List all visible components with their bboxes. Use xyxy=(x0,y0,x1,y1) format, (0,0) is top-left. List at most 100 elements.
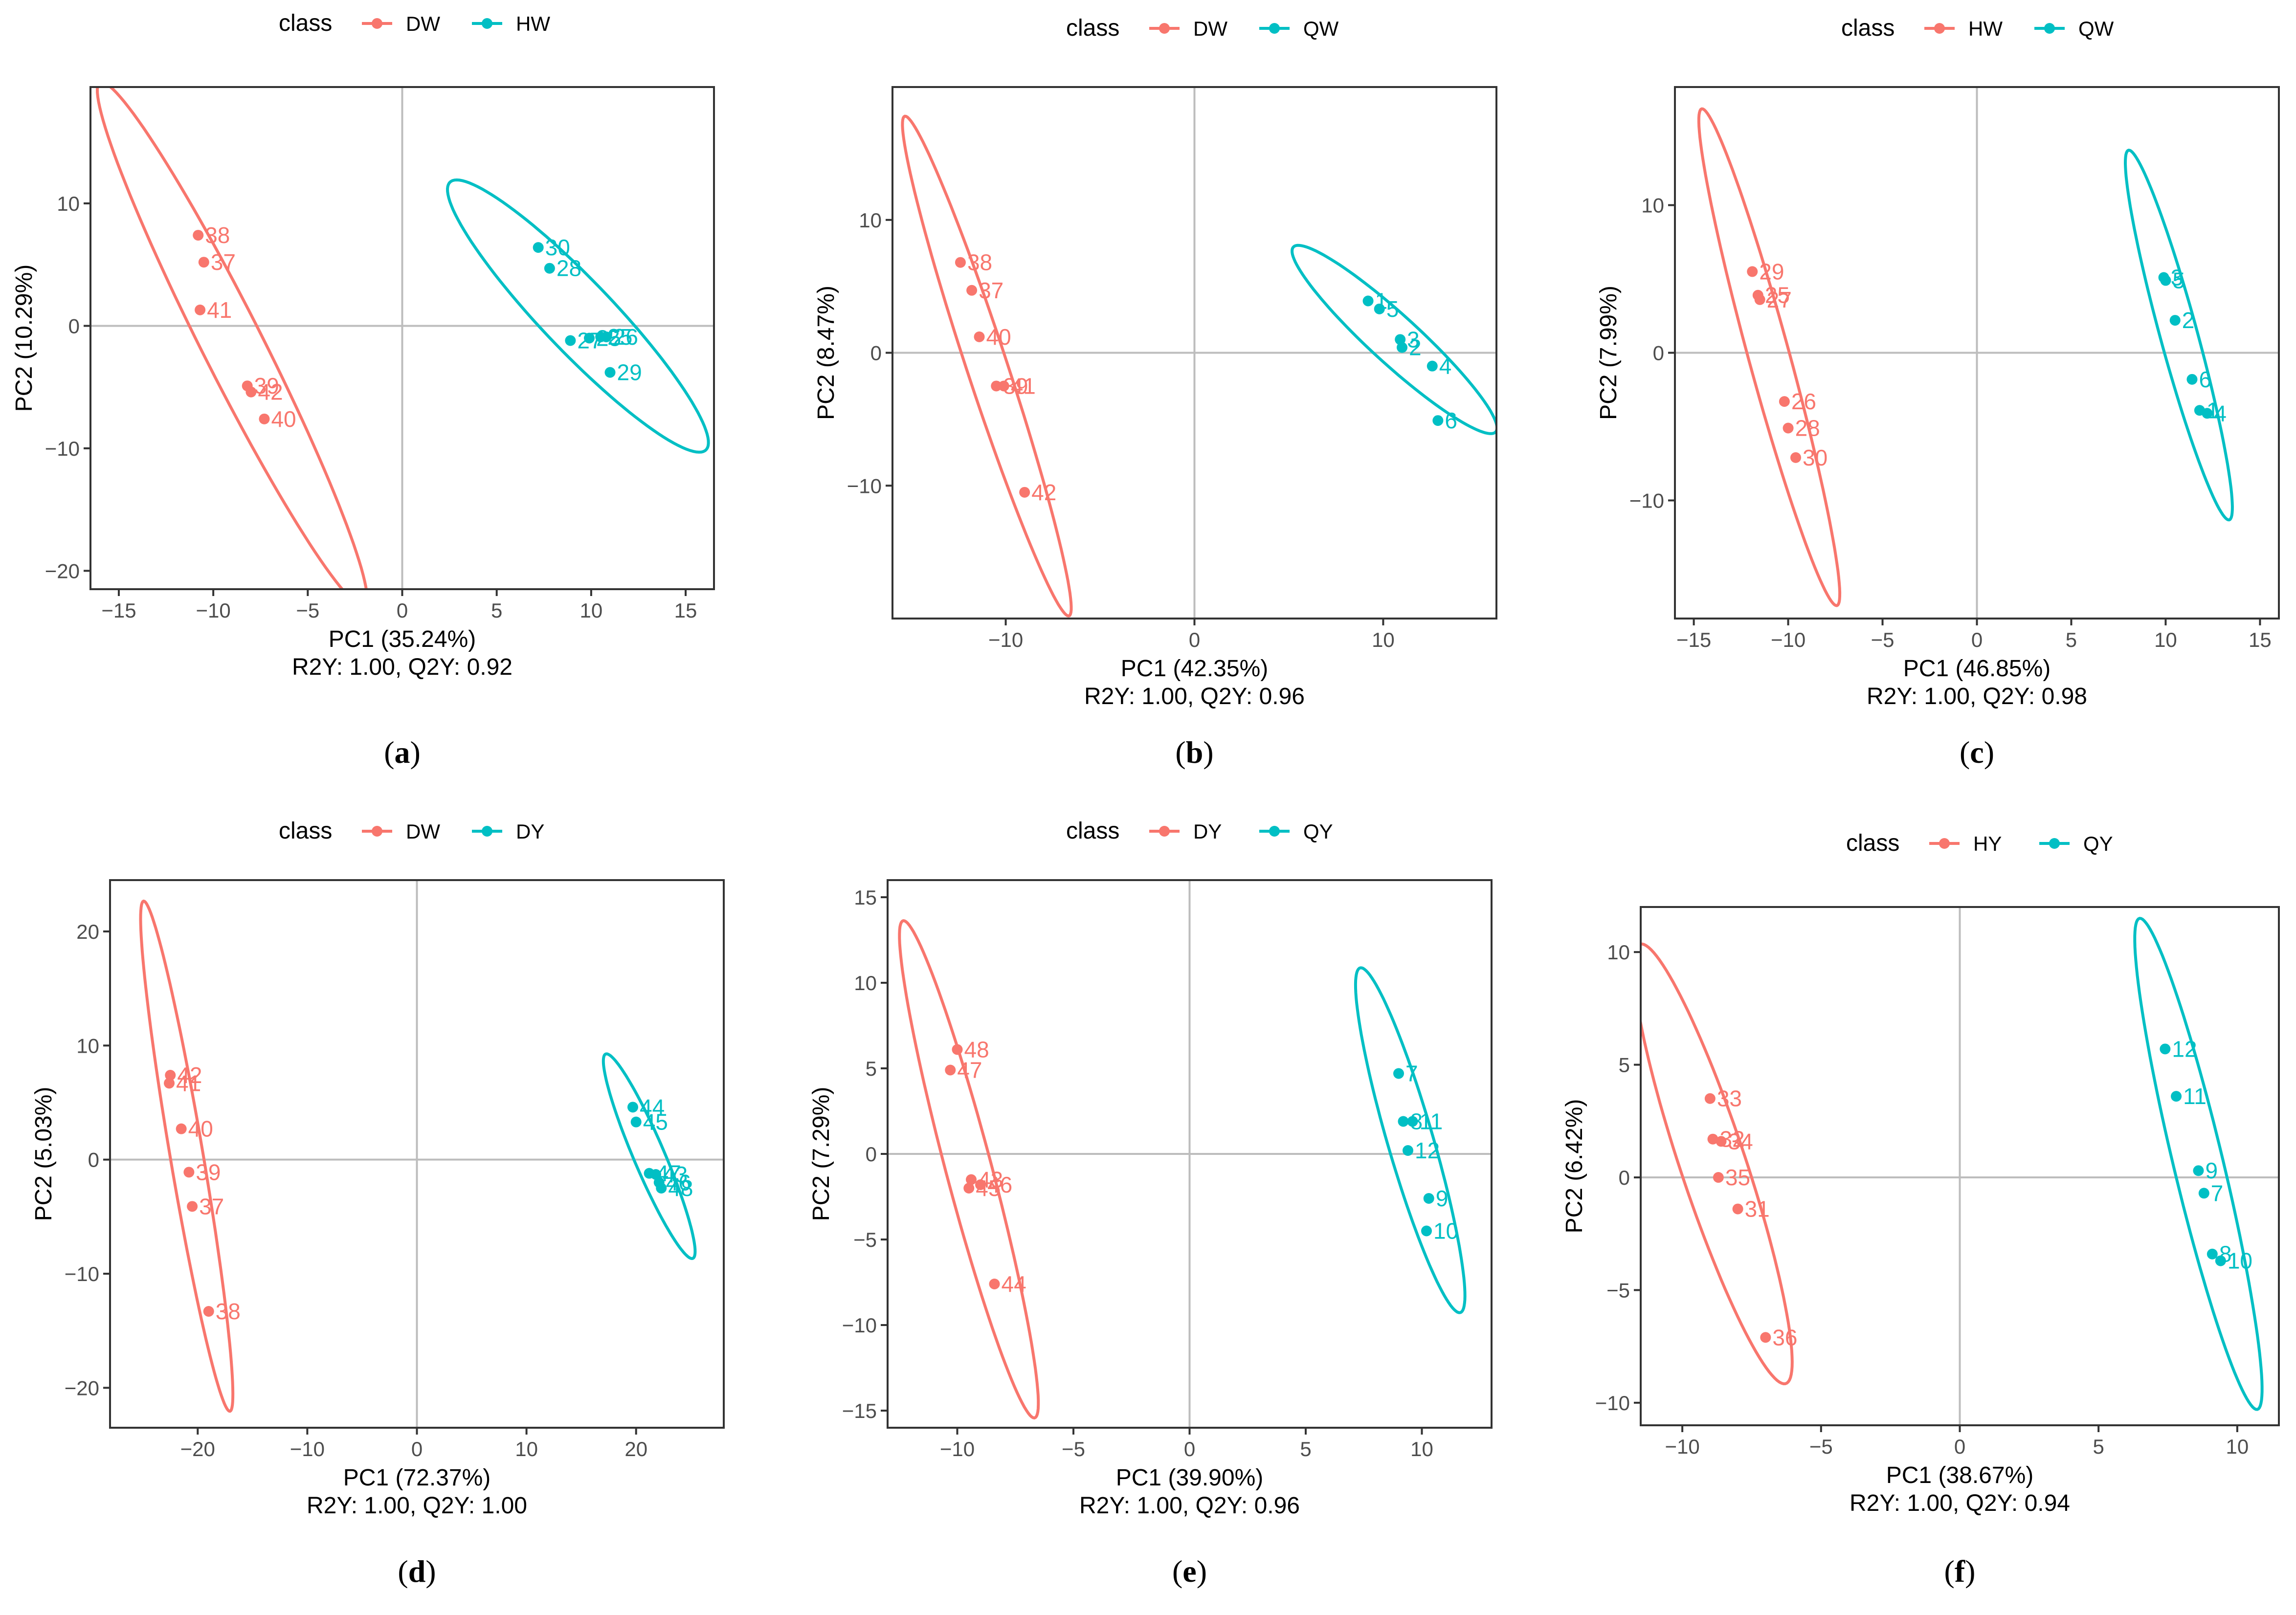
legend-title: class xyxy=(1846,830,1899,856)
point-label-DW-0: 38 xyxy=(205,222,230,248)
x-tick-label-1: −10 xyxy=(290,1438,325,1460)
point-label-HW-1: 28 xyxy=(557,256,581,281)
panel-label: (f) xyxy=(1944,1554,1976,1589)
y-tick-label-1: −10 xyxy=(842,1314,877,1337)
y-tick-label-1: −10 xyxy=(65,1262,99,1285)
panel-label-open: ( xyxy=(1172,1554,1182,1589)
model-metrics: R2Y: 1.00, Q2Y: 0.92 xyxy=(292,654,513,680)
point-label-DW-5: 38 xyxy=(216,1299,241,1324)
point-label-DW-4: 42 xyxy=(258,379,283,405)
x-axis-title: PC1 (72.37%) xyxy=(343,1465,490,1491)
score-point-QY-5 xyxy=(2215,1255,2226,1266)
score-point-QY-1 xyxy=(2171,1091,2182,1102)
point-label-HW-0: 29 xyxy=(1759,259,1784,284)
score-point-DY-4 xyxy=(975,1179,986,1190)
panel-label-open: ( xyxy=(384,735,394,770)
confidence-ellipse-DW xyxy=(139,899,235,1413)
point-label-HW-1: 25 xyxy=(1765,283,1790,308)
y-tick-label-2: 10 xyxy=(1641,194,1664,217)
y-tick-label-3: 0 xyxy=(866,1143,877,1166)
panel-label-letter: b xyxy=(1186,735,1204,770)
x-tick-label-0: −10 xyxy=(988,628,1023,651)
score-point-DW-5 xyxy=(1019,487,1030,498)
y-axis-title: PC2 (7.29%) xyxy=(808,1087,834,1221)
point-label-QW-0: 3 xyxy=(2171,265,2184,290)
score-point-QY-4 xyxy=(2207,1248,2218,1260)
point-label-QY-4: 9 xyxy=(1436,1186,1449,1211)
point-label-HW-2: 27 xyxy=(1767,287,1792,312)
panel-label: (d) xyxy=(398,1554,436,1589)
point-label-QW-5: 6 xyxy=(1445,408,1457,433)
point-label-DY-4: 46 xyxy=(987,1172,1012,1197)
confidence-ellipse-QY xyxy=(2133,917,2264,1411)
score-point-HY-5 xyxy=(1760,1332,1771,1343)
point-label-DW-2: 41 xyxy=(207,297,232,323)
score-point-DY-5 xyxy=(656,1183,667,1194)
x-axis-title: PC1 (35.24%) xyxy=(329,626,476,652)
panel-label-close: ) xyxy=(410,735,421,770)
x-tick-label-5: 10 xyxy=(580,599,603,622)
plot-area: 484743454644781112910 xyxy=(898,919,1467,1420)
score-point-HW-0 xyxy=(1747,266,1758,277)
legend: class DW DY xyxy=(279,818,544,844)
point-label-DY-3: 43 xyxy=(663,1162,688,1187)
plot-area: 38374139424030282725252629 xyxy=(95,87,710,589)
legend: class DY QY xyxy=(1066,818,1333,844)
point-label-HY-5: 36 xyxy=(1772,1325,1797,1350)
point-label-DW-0: 42 xyxy=(177,1062,202,1088)
legend-key-dot-HY xyxy=(1939,838,1950,849)
y-tick-label-0: −20 xyxy=(45,559,80,582)
point-label-DW-3: 39 xyxy=(196,1159,221,1185)
score-point-DW-4 xyxy=(245,386,257,398)
score-point-DW-5 xyxy=(203,1306,214,1317)
point-label-DY-5: 48 xyxy=(668,1175,693,1201)
legend-key-dot-DW xyxy=(372,18,382,29)
y-tick-label-0: −10 xyxy=(847,474,882,497)
panel-label-open: ( xyxy=(1944,1554,1955,1589)
score-point-QY-3 xyxy=(1403,1145,1413,1156)
score-point-QY-1 xyxy=(1398,1116,1409,1127)
point-label-HW-3: 26 xyxy=(1791,389,1816,414)
x-tick-label-6: 15 xyxy=(2249,628,2272,651)
point-label-HW-5: 30 xyxy=(1803,445,1828,470)
legend-key-dot-HW xyxy=(1934,23,1945,34)
legend-key-dot-DY xyxy=(482,826,492,837)
point-label-QW-4: 4 xyxy=(1439,354,1452,379)
score-point-DW-0 xyxy=(165,1070,176,1081)
x-tick-label-5: 10 xyxy=(2154,628,2177,651)
legend-title: class xyxy=(279,10,332,36)
model-metrics: R2Y: 1.00, Q2Y: 1.00 xyxy=(307,1493,527,1519)
point-label-DW-5: 40 xyxy=(271,406,296,432)
legend-item-QY: QY xyxy=(2083,832,2113,855)
confidence-ellipse-DY xyxy=(602,1052,697,1261)
panel-label-open: ( xyxy=(1175,735,1185,770)
x-tick-label-3: 0 xyxy=(1971,628,1983,651)
x-tick-label-0: −15 xyxy=(1676,628,1711,651)
score-point-QW-3 xyxy=(1397,342,1408,353)
point-label-DY-5: 44 xyxy=(1002,1271,1026,1297)
score-point-DW-0 xyxy=(193,230,204,241)
point-label-QW-5: 4 xyxy=(2214,400,2227,426)
score-point-QW-5 xyxy=(1432,415,1444,426)
panel-label-letter: e xyxy=(1182,1554,1196,1589)
score-point-QY-2 xyxy=(1407,1116,1418,1127)
legend-item-QW: QW xyxy=(1303,17,1339,40)
score-point-QY-0 xyxy=(2160,1043,2171,1055)
point-label-DW-1: 41 xyxy=(176,1070,201,1096)
y-tick-label-4: 5 xyxy=(866,1057,877,1080)
point-label-DW-3: 39 xyxy=(254,373,279,398)
x-tick-label-2: 10 xyxy=(1372,628,1395,651)
point-label-QW-2: 2 xyxy=(2182,308,2195,333)
point-label-QW-3: 2 xyxy=(1409,335,1422,360)
x-tick-label-4: 10 xyxy=(1410,1438,1433,1460)
legend-key-dot-QW xyxy=(2044,23,2055,34)
y-axis-title: PC2 (6.42%) xyxy=(1561,1099,1587,1234)
legend-item-HW: HW xyxy=(516,12,550,35)
y-tick-label-0: −10 xyxy=(1595,1392,1630,1415)
legend: class HW QW xyxy=(1841,15,2114,41)
legend: class HY QY xyxy=(1846,830,2113,856)
confidence-ellipse-QY xyxy=(1354,966,1467,1314)
